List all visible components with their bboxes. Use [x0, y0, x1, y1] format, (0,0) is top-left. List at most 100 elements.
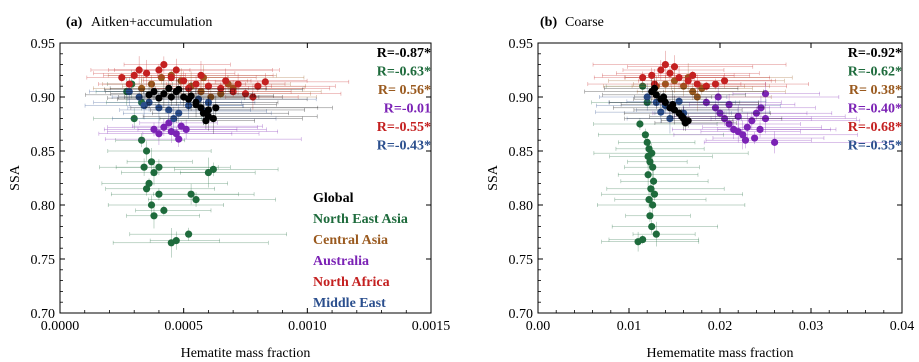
panel-a-data-point-north-africa	[167, 73, 175, 82]
panel-a-data-point-north-africa	[125, 80, 133, 88]
panel-b-data-point-global	[669, 100, 677, 109]
panel-b-data-point-australia	[739, 131, 747, 139]
panel-a-correlations: R=-0.87* R=-0.63* R= 0.56* R=-0.01 R=-0.55* R…	[377, 46, 431, 154]
panel-a-correlation-australia: R=-0.01	[384, 102, 431, 117]
panel-b-data-point-north-africa	[666, 69, 674, 77]
panel-a-data-point-global	[175, 85, 183, 94]
panel-a-correlation-middle-east: R=-0.43*	[377, 139, 431, 154]
panel-b-correlation-north-east-asia: R=-0.62*	[848, 65, 902, 80]
panel-b-correlation-australia: R=-0.40*	[848, 102, 902, 117]
panel-a-data-point-north-east-asia	[185, 230, 193, 238]
panel-b-plot-area	[584, 50, 893, 252]
panel-b-x-tick-label: 0.04	[890, 319, 915, 334]
panel-b-data-point-middle-east	[657, 108, 665, 116]
panel-a-data-point-north-east-asia	[150, 212, 158, 220]
panel-a-data-point-global	[145, 91, 153, 99]
panel-b-data-point-north-east-asia	[649, 177, 658, 185]
panel-b-data-point-australia	[741, 136, 750, 144]
panel-a-correlation-north-east-asia: R=-0.63*	[377, 65, 431, 80]
panel-b-data-point-north-africa	[684, 77, 692, 85]
panel-b-data-point-north-east-asia	[647, 185, 655, 193]
panel-a-series-north-africa	[86, 56, 350, 110]
panel-b-data-point-middle-east	[675, 97, 683, 105]
panel-a-series-global	[85, 77, 333, 134]
panel-a-data-point-north-africa	[254, 82, 262, 90]
panel-a-series-australia	[98, 114, 302, 147]
panel-b-data-point-australia	[750, 134, 759, 142]
panel-a-data-point-global	[155, 94, 163, 102]
panel-b-y-tick-label: 0.80	[509, 199, 534, 214]
legend: Global North East Asia Central Asia Austral…	[313, 191, 408, 311]
legend-entry-north-east-asia: North East Asia	[313, 212, 408, 227]
panel-b-x-axis-label: Hemematite mass fraction	[647, 346, 794, 361]
panel-b-correlation-middle-east: R=-0.35*	[848, 139, 902, 154]
panel-b-data-point-north-africa	[720, 77, 729, 85]
panel-b-data-point-north-east-asia	[639, 235, 647, 244]
panel-a-data-point-australia	[155, 130, 163, 138]
panel-a-data-point-global	[160, 90, 168, 98]
panel-a-x-tick-label: 0.0010	[288, 319, 327, 334]
panel-b-y-tick-label: 0.75	[509, 253, 534, 268]
legend-entry-central-asia: Central Asia	[313, 233, 388, 248]
panel-b-x-tick-label: 0.00	[526, 319, 551, 334]
panel-a-data-point-north-east-asia	[145, 179, 153, 187]
panel-a-data-point-north-east-asia	[138, 136, 146, 144]
panel-a-data-point-north-africa	[160, 61, 168, 69]
panel-b-series-middle-east	[595, 83, 781, 134]
panel-b-data-point-global	[650, 84, 659, 92]
panel-b-plot-frame	[537, 42, 903, 314]
panel-a-x-tick-label: 0.0005	[164, 319, 203, 334]
panel-b-data-point-north-africa	[657, 66, 665, 74]
panel-a-data-point-north-east-asia	[142, 185, 151, 193]
panel-a-y-tick-label: 0.80	[31, 199, 56, 214]
panel-b-data-point-australia	[725, 120, 733, 128]
panel-a-data-point-middle-east	[140, 102, 148, 110]
panel-a-data-point-north-east-asia	[187, 190, 195, 198]
panel-a-data-point-north-east-asia	[147, 158, 156, 166]
panel-a-y-tick-label: 0.70	[31, 307, 56, 322]
panel-b-x-tick-label: 0.02	[708, 319, 733, 334]
panel-a-data-point-north-east-asia	[142, 147, 151, 155]
panel-b-data-point-north-east-asia	[641, 131, 649, 139]
panel-b-data-point-north-africa	[675, 73, 683, 82]
panel-b-data-point-north-east-asia	[649, 163, 657, 171]
panel-a-y-tick-label: 0.85	[31, 145, 56, 160]
panel-a-x-tick-label: 0.0015	[412, 319, 451, 334]
panel-a-data-point-north-east-asia	[147, 201, 156, 209]
panel-a-data-point-north-east-asia	[209, 165, 217, 173]
panel-a-label: (a)	[66, 15, 83, 30]
panel-a-data-point-north-africa	[222, 77, 230, 85]
panel-b-data-point-australia	[761, 90, 770, 98]
panel-a-data-point-global	[212, 104, 220, 112]
panel-b-data-point-north-africa	[689, 71, 697, 79]
panel-b-data-point-north-east-asia	[644, 152, 652, 160]
panel-b-data-point-north-africa	[702, 82, 710, 90]
panel-b-x-tick-label: 0.03	[799, 319, 824, 334]
panel-b-data-point-global	[659, 93, 668, 101]
panel-b-data-point-global	[678, 112, 686, 121]
panel-b-y-tick-label: 0.70	[509, 307, 534, 322]
panel-b-data-point-north-east-asia	[644, 171, 652, 179]
panel-b-data-point-australia	[771, 138, 779, 146]
panel-b-data-point-australia	[756, 125, 764, 133]
panel-a-data-point-north-east-asia	[150, 169, 158, 177]
panel-a-data-point-north-africa	[234, 80, 242, 88]
panel-a-data-point-north-africa	[135, 66, 143, 74]
panel-b-data-point-north-africa	[648, 71, 656, 79]
panel-b-coarse: 0.00 0.01 0.02 0.03 0.04 0.70 0.75 0.80 0.85 0.90…	[486, 15, 914, 361]
panel-b-data-point-global	[681, 119, 690, 127]
panel-a-data-point-north-africa	[130, 71, 138, 79]
panel-a-data-point-north-africa	[142, 69, 151, 77]
panel-b-data-point-north-east-asia	[645, 196, 653, 204]
panel-a-y-tick-label: 0.95	[31, 37, 56, 52]
panel-a-axes: 0.0000 0.0005 0.0010 0.0015 0.70 0.75 0.80 0.85…	[31, 37, 451, 334]
panel-b-data-point-north-east-asia	[648, 223, 656, 231]
panel-b-y-axis-label: SSA	[486, 164, 501, 191]
panel-a-data-point-north-east-asia	[155, 163, 163, 171]
panel-b-data-point-north-east-asia	[652, 230, 660, 238]
panel-b-title: Coarse	[565, 15, 604, 30]
panel-a-data-point-north-east-asia	[160, 206, 168, 214]
panel-a-data-point-global	[165, 84, 173, 92]
panel-a-data-point-global	[187, 92, 195, 100]
legend-entry-global: Global	[313, 191, 354, 206]
